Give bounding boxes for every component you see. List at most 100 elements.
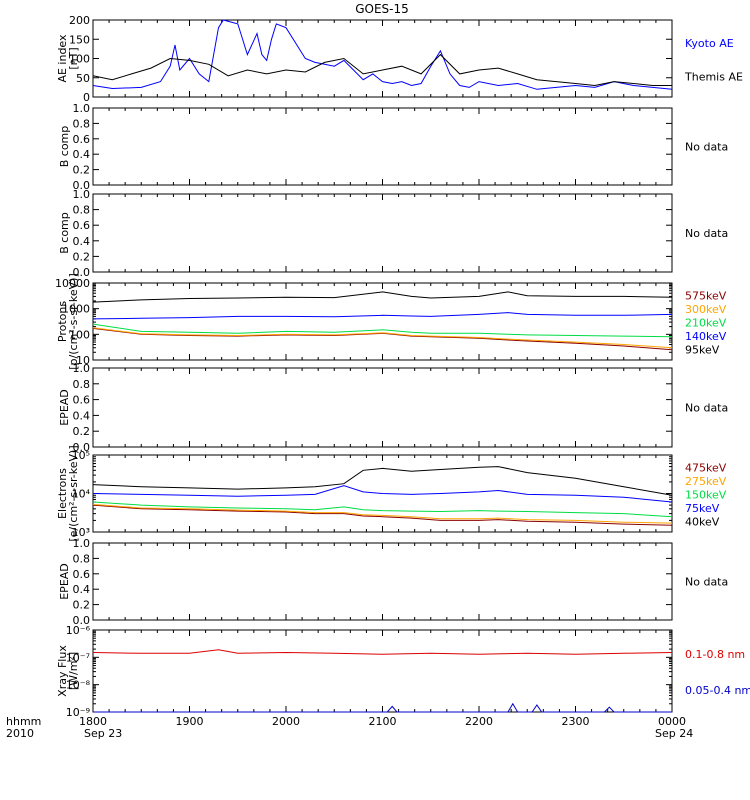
y-tick-label: 0.6	[73, 568, 91, 581]
legend-entry: Themis AE	[684, 70, 743, 83]
legend-entry: 40keV	[685, 515, 720, 528]
y-tick-label: 1.0	[73, 102, 91, 115]
panel-frame	[92, 193, 673, 273]
x-tick-label: 1900	[176, 715, 204, 728]
series-line-75kev	[92, 485, 673, 503]
y-axis-label: B comp	[58, 212, 71, 254]
panel-frame	[92, 107, 673, 186]
x-tick-label: 1800	[79, 715, 107, 728]
y-tick-label: 0.2	[73, 599, 91, 612]
y-tick-label: 0.8	[73, 552, 91, 565]
y-tick-label: 0.8	[73, 117, 91, 130]
legend-entry: 95keV	[685, 343, 720, 356]
series-line-475kev	[92, 504, 673, 526]
panel-bcomp2: 0.0 0.2 0.4 0.6 0.8 1.0B comp No data	[58, 188, 728, 279]
legend-entry: 0.05-0.4 nm	[685, 684, 750, 697]
y-tick-label: 0.6	[73, 394, 91, 407]
y-axis-label: EPEAD	[58, 563, 71, 600]
y-tick-label: 10⁻⁸	[66, 679, 91, 692]
y-tick-label: 1.0	[73, 362, 91, 375]
panel-frame	[92, 542, 673, 621]
time-axis: hhmm 2010 Sep 23 Sep 24	[6, 715, 693, 740]
series-line-0-1-0-8-nm	[92, 649, 673, 655]
no-data-label: No data	[685, 576, 728, 589]
series-line-575kev	[92, 327, 673, 351]
y-tick-label: 0.6	[73, 219, 91, 232]
series-line-themis-ae	[92, 53, 672, 87]
x-tick-label: 2200	[465, 715, 493, 728]
panel-protons: 10 100 1000 10000 Protons[p/(cm²-s-sr-keV)] 5…	[55, 273, 727, 370]
legend-entry: 275keV	[685, 475, 727, 488]
panel-frame	[92, 19, 673, 98]
y-tick-label: 0.6	[73, 133, 91, 146]
y-tick-label: 1.0	[73, 537, 91, 550]
y-tick-label: 0.0	[73, 441, 91, 454]
y-tick-label: 0.2	[73, 425, 91, 438]
series-line-0-05-0-4-nm	[93, 702, 672, 713]
y-tick-label: 0.2	[73, 164, 91, 177]
y-tick-label: 10⁻⁷	[66, 651, 90, 664]
y-axis-unit: [p/(cm²-s-sr-keV)]	[67, 273, 80, 370]
panel-bcomp1: 0.0 0.2 0.4 0.6 0.8 1.0B comp No data	[58, 102, 728, 192]
legend-entry: 75keV	[685, 502, 720, 515]
chart-title: GOES-15	[355, 2, 409, 16]
panel-frame	[92, 629, 673, 713]
y-tick-label: 100	[69, 328, 90, 341]
y-tick-label: 0.4	[73, 148, 91, 161]
y-tick-label: 0	[83, 91, 90, 104]
legend-entry: 150keV	[685, 489, 727, 502]
panel-xray: 10⁻⁹ 10⁻⁸ 10⁻⁷ 10⁻⁶ Xray Flux[W/m²] 0.1-0.8 n…	[56, 624, 750, 728]
y-axis-label: Xray Flux	[56, 645, 69, 697]
series-line-300kev	[92, 327, 673, 349]
y-tick-label: 0.0	[73, 614, 91, 627]
series-line-140kev	[92, 312, 673, 320]
y-tick-label: 0.4	[73, 583, 91, 596]
y-tick-label: 0.4	[73, 409, 91, 422]
legend-entry: Kyoto AE	[685, 37, 734, 50]
y-axis-label: Protons	[56, 301, 69, 342]
x-tick-label: 2300	[562, 715, 590, 728]
panel-epead1: 0.0 0.2 0.4 0.6 0.8 1.0 EPEAD No data	[58, 362, 728, 454]
y-axis-label: Electrons	[56, 468, 69, 519]
time-axis-end-date: Sep 24	[655, 727, 693, 740]
y-tick-label: 1.0	[73, 188, 91, 201]
y-axis-label: B comp	[58, 126, 71, 168]
y-tick-label: 10	[76, 354, 90, 367]
series-line-kyoto-ae	[92, 19, 673, 90]
y-axis-unit: [nT]	[67, 47, 80, 69]
y-tick-label: 150	[69, 33, 90, 46]
y-tick-label: 0.2	[73, 250, 91, 263]
y-tick-label: 10⁻⁶	[66, 624, 91, 637]
time-axis-start-date: Sep 23	[84, 727, 122, 740]
y-tick-label: 10000	[55, 277, 90, 290]
y-tick-label: 200	[69, 14, 90, 27]
y-axis-label: EPEAD	[58, 389, 71, 426]
panel-frame	[92, 282, 673, 361]
y-tick-label: 50	[76, 72, 90, 85]
series-line-275kev	[92, 503, 673, 524]
y-tick-label: 10⁵	[72, 449, 90, 462]
x-tick-label: 0000	[658, 715, 686, 728]
y-tick-label: 0.8	[73, 204, 91, 217]
series-line-150kev	[92, 501, 673, 518]
y-tick-label: 10³	[72, 526, 90, 539]
y-axis-label: AE index	[56, 34, 69, 83]
x-tick-label: 2000	[272, 715, 300, 728]
x-tick-label: 2100	[369, 715, 397, 728]
series-line-95kev	[92, 291, 673, 303]
panel-frame	[92, 367, 673, 448]
legend-entry: 140keV	[685, 330, 727, 343]
legend-entry: 210keV	[685, 317, 727, 330]
y-tick-label: 10⁴	[72, 488, 91, 501]
legend-entry: 300keV	[685, 303, 727, 316]
series-line-210kev	[92, 323, 673, 338]
legend-entry: 0.1-0.8 nm	[685, 648, 745, 661]
y-axis-unit: [e/(cm²-s-sr-keV)]	[67, 445, 80, 541]
no-data-label: No data	[685, 141, 728, 154]
no-data-label: No data	[685, 402, 728, 415]
time-axis-label-hhmm: hhmm	[6, 715, 41, 728]
series-line-40kev	[92, 466, 673, 496]
